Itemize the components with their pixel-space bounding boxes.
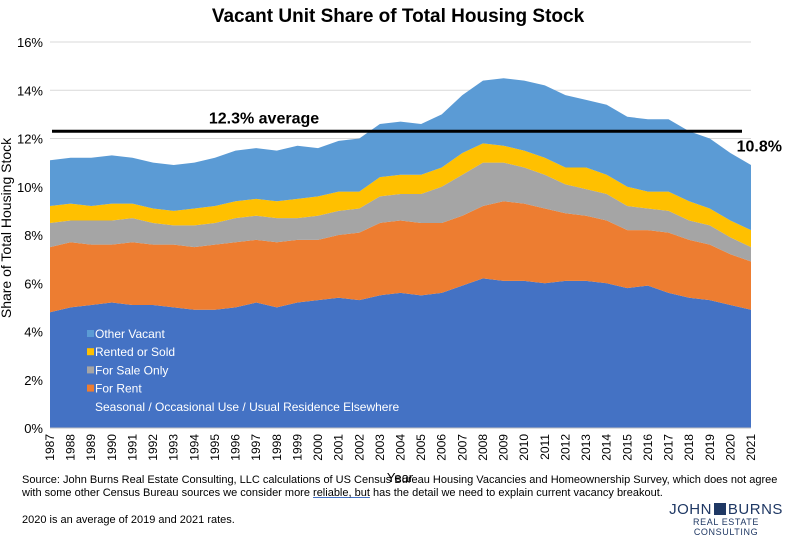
- x-axis: 1987 1988 1989 1990 1991 1992 1993 1994 1995 1996…: [43, 427, 758, 461]
- x-tick-label: 2014: [600, 434, 614, 461]
- x-tick-label: 2013: [579, 434, 593, 461]
- area-other-vacant: [50, 78, 751, 231]
- y-tick-label: 10%: [17, 180, 43, 195]
- legend-swatch: [87, 366, 94, 374]
- legend-label: Other Vacant: [95, 327, 165, 341]
- x-tick-label: 2007: [455, 434, 469, 461]
- x-tick-label: 2009: [497, 434, 511, 461]
- legend-label: Rented or Sold: [95, 345, 175, 359]
- y-tick-label: 0%: [24, 421, 43, 436]
- x-tick-label: 1997: [249, 434, 263, 461]
- x-tick-label: 1987: [43, 434, 57, 461]
- x-tick-label: 2019: [703, 434, 717, 461]
- x-tick-label: 1989: [84, 434, 98, 461]
- john-burns-logo: JOHN BURNS REAL ESTATE CONSULTING: [666, 502, 786, 537]
- chart-title: Vacant Unit Share of Total Housing Stock: [211, 6, 585, 27]
- y-tick-label: 8%: [24, 228, 43, 243]
- legend-label: For Sale Only: [95, 363, 168, 377]
- annotations: 12.3% average 10.8%: [52, 110, 782, 155]
- logo-house-icon: [713, 503, 726, 515]
- footnote: 2020 is an average of 2019 and 2021 rate…: [22, 514, 235, 526]
- x-tick-label: 2006: [435, 434, 449, 461]
- legend-swatch: [87, 384, 94, 392]
- y-axis: 0% 2% 4% 6% 8% 10% 12% 14% 16%: [17, 35, 43, 436]
- x-tick-label: 2001: [332, 434, 346, 461]
- x-tick-label: 1992: [146, 434, 160, 461]
- x-tick-label: 2021: [744, 434, 758, 461]
- x-tick-label: 2011: [538, 434, 552, 460]
- area-seasonal-occasional-use-usual-residence-elsewhere: [50, 278, 751, 428]
- x-tick-label: 2020: [723, 434, 737, 461]
- x-tick-label: 1999: [290, 434, 304, 461]
- legend: Other Vacant Rented or Sold For Sale Only F…: [87, 327, 399, 414]
- x-tick-label: 1998: [270, 434, 284, 461]
- latest-value-label: 10.8%: [737, 138, 782, 155]
- source-text: Source: John Burns Real Estate Consultin…: [22, 474, 778, 499]
- x-tick-label: 2005: [414, 434, 428, 461]
- x-tick-label: 1993: [167, 434, 181, 461]
- logo-tagline: REAL ESTATE CONSULTING: [693, 517, 759, 537]
- x-tick-label: 1988: [64, 434, 78, 461]
- y-axis-label: Share of Total Housing Stock: [0, 137, 14, 318]
- source-underlined-text: reliable, but: [313, 487, 370, 499]
- x-tick-label: 2010: [517, 434, 531, 461]
- logo-word-john: JOHN: [669, 501, 712, 518]
- legend-swatch: [87, 330, 94, 337]
- x-tick-label: 2016: [641, 434, 655, 461]
- average-label: 12.3% average: [209, 110, 319, 127]
- x-axis-label: Year: [387, 470, 414, 485]
- x-tick-label: 2000: [311, 434, 325, 461]
- area-for-sale-only: [50, 162, 751, 262]
- logo-word-burns: BURNS: [727, 501, 783, 518]
- x-tick-label: 1996: [229, 434, 243, 461]
- x-tick-label: 1994: [187, 434, 201, 461]
- y-tick-label: 6%: [24, 276, 43, 291]
- y-tick-label: 2%: [24, 373, 43, 388]
- y-tick-label: 4%: [24, 325, 43, 340]
- area-rented-or-sold: [50, 143, 751, 248]
- source-note: Source: John Burns Real Estate Consultin…: [22, 474, 792, 500]
- area-for-rent: [50, 201, 751, 313]
- x-tick-label: 2003: [373, 434, 387, 461]
- x-tick-label: 1995: [208, 434, 222, 461]
- source-text-end: has the detail we need to explain curren…: [369, 487, 663, 499]
- x-tick-label: 2004: [394, 434, 408, 461]
- x-tick-label: 2002: [352, 434, 366, 461]
- stacked-areas: [50, 78, 751, 428]
- x-tick-label: 2008: [476, 434, 490, 461]
- y-tick-label: 16%: [17, 35, 43, 50]
- x-tick-label: 1991: [125, 434, 139, 461]
- x-tick-label: 2018: [682, 434, 696, 461]
- x-tick-label: 2015: [620, 434, 634, 461]
- x-tick-label: 2012: [558, 434, 572, 461]
- legend-label: Seasonal / Occasional Use / Usual Reside…: [95, 400, 399, 414]
- y-tick-label: 12%: [17, 132, 43, 147]
- y-tick-label: 14%: [17, 83, 43, 98]
- legend-label: For Rent: [95, 382, 142, 396]
- legend-swatch: [87, 348, 94, 356]
- x-tick-label: 1990: [105, 434, 119, 461]
- x-tick-label: 2017: [662, 434, 676, 461]
